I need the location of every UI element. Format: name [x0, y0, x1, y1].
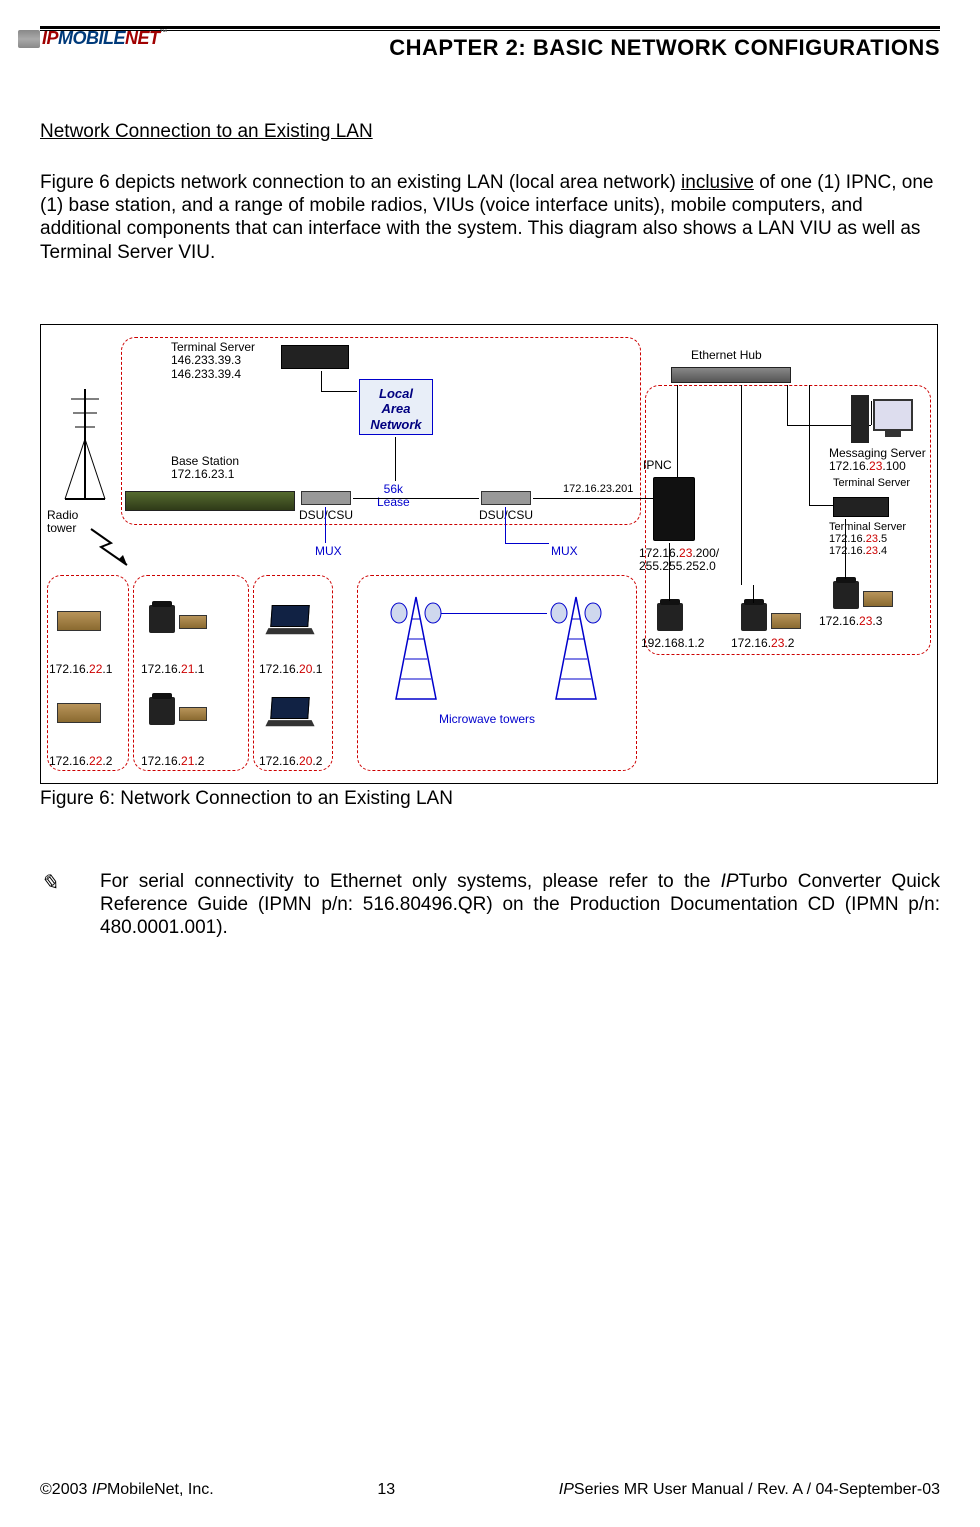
header-rule-thick	[40, 26, 940, 29]
messaging-server-tower	[851, 395, 869, 443]
microwave-line	[441, 613, 547, 614]
logo-tm: ™	[160, 28, 168, 37]
mux-line-right-h	[505, 543, 549, 544]
radio-tower-label: Radio tower	[47, 509, 78, 537]
note-pre: For serial connectivity to Ethernet only…	[100, 871, 721, 892]
mobile-r1c2-label: 172.16.21.1	[141, 663, 204, 677]
logo: IPMOBILENET™	[18, 28, 167, 49]
hub-wire-2	[741, 385, 742, 585]
lan-box: Local Area Network	[359, 379, 433, 435]
mobile-r1c2-phone	[149, 605, 175, 633]
pencil-icon: ✎	[40, 870, 100, 940]
mobile-r2c2-phone	[149, 697, 175, 725]
terminal-server-right-label-2: Terminal Server	[833, 477, 910, 490]
lightning-icon	[87, 525, 147, 575]
mobile-r2c3-laptop	[267, 697, 313, 727]
dsu-right	[481, 491, 531, 505]
dsu-left-label: DSU/CSU	[299, 509, 353, 523]
base-station-label: Base Station 172.16.23.1	[171, 455, 239, 483]
footer-left-italic: IP	[92, 1481, 107, 1498]
mux-line-left	[325, 507, 326, 543]
mux-line-right	[505, 507, 506, 543]
hub-wire-4	[809, 385, 810, 505]
hub-wire-3	[787, 385, 788, 425]
mobile-r2c3-label: 172.16.20.2	[259, 755, 322, 769]
mobile-r1c3-label: 172.16.20.1	[259, 663, 322, 677]
para-pre: Figure 6 depicts network connection to a…	[40, 172, 681, 193]
phone-mid-line	[753, 585, 754, 603]
footer-left-rest: MobileNet, Inc.	[107, 1481, 214, 1498]
intro-paragraph: Figure 6 depicts network connection to a…	[40, 171, 940, 264]
footer-right-italic: IP	[559, 1481, 574, 1498]
microwave-label: Microwave towers	[439, 713, 535, 727]
ts-to-lan-line-h	[321, 391, 357, 392]
phone-mid-label: 172.16.23.2	[731, 637, 794, 651]
chapter-title: CHAPTER 2: BASIC NETWORK CONFIGURATIONS	[40, 35, 940, 61]
logo-prefix: IP	[42, 28, 58, 48]
dsu-left	[301, 491, 351, 505]
radio-tower-icon	[55, 389, 115, 509]
microwave-tower-right	[541, 589, 611, 709]
ts-to-lan-line	[321, 371, 322, 391]
lease-line	[353, 498, 479, 499]
ipnc-device	[653, 477, 695, 541]
mobile-r2c1-device	[57, 703, 101, 723]
dsu-right-label: DSU/CSU	[479, 509, 533, 523]
phone-mid-radio	[771, 613, 801, 629]
phone-right-label: 172.16.23.3	[819, 615, 882, 629]
page-footer: ©2003 IPMobileNet, Inc. 13 IPSeries MR U…	[40, 1481, 940, 1499]
base-station-device	[125, 491, 295, 511]
footer-right-rest: Series MR User Manual / Rev. A / 04-Sept…	[574, 1481, 940, 1498]
phone-left-line	[669, 543, 670, 601]
mobile-r2c2-label: 172.16.21.2	[141, 755, 204, 769]
note-text: For serial connectivity to Ethernet only…	[100, 870, 940, 940]
mobile-r2c1-label: 172.16.22.2	[49, 755, 112, 769]
hub-wire-1	[677, 385, 678, 477]
ethernet-hub-device	[671, 367, 791, 383]
footer-right: IPSeries MR User Manual / Rev. A / 04-Se…	[559, 1481, 940, 1499]
mobile-r1c3-laptop	[267, 605, 313, 635]
header-rule-thin	[40, 30, 940, 31]
logo-icon	[18, 30, 40, 48]
ethernet-hub-label: Ethernet Hub	[691, 349, 762, 363]
section-heading: Network Connection to an Existing LAN	[40, 121, 940, 143]
figure-6-diagram: Terminal Server 146.233.39.3 146.233.39.…	[40, 324, 938, 784]
phone-right	[833, 581, 859, 609]
dsu-to-ipnc-line	[533, 498, 653, 499]
phone-left	[657, 603, 683, 631]
phone-right-radio	[863, 591, 893, 607]
figure-caption: Figure 6: Network Connection to an Exist…	[40, 788, 940, 810]
lease-label: 56k Lease	[377, 483, 410, 511]
terminal-server-right-label: Terminal Server172.16.23.5172.16.23.4	[829, 521, 906, 557]
ipnc-ip-above-label: 172.16.23.201	[563, 483, 633, 496]
messaging-server-label: Messaging Server172.16.23.100	[829, 447, 926, 475]
para-underline: inclusive	[681, 172, 754, 193]
note-italic: IP	[721, 871, 739, 892]
phone-mid	[741, 603, 767, 631]
mux-left-label: MUX	[315, 545, 342, 559]
terminal-server-top-label: Terminal Server 146.233.39.3 146.233.39.…	[171, 341, 255, 382]
footer-copyright: ©2003	[40, 1481, 92, 1498]
mobile-r1c1-label: 172.16.22.1	[49, 663, 112, 677]
note-block: ✎ For serial connectivity to Ethernet on…	[40, 870, 940, 940]
hub-wire-4h	[809, 505, 833, 506]
footer-page-number: 13	[377, 1481, 395, 1499]
phone-right-line	[845, 519, 846, 579]
terminal-server-device-top	[281, 345, 349, 369]
messaging-server-monitor	[873, 399, 913, 431]
mobile-r1c2-radio	[179, 615, 207, 629]
logo-mid: MOBILE	[58, 28, 125, 48]
microwave-tower-left	[381, 589, 451, 709]
phone-left-label: 192.168.1.2	[641, 637, 704, 651]
footer-left: ©2003 IPMobileNet, Inc.	[40, 1481, 214, 1499]
logo-suffix: NET	[125, 28, 160, 48]
mobile-r2c2-radio	[179, 707, 207, 721]
ipnc-title-label: IPNC	[643, 459, 672, 473]
ipnc-ip-below-label: 172.16.23.200/255.255.252.0	[639, 547, 719, 575]
mux-right-label: MUX	[551, 545, 578, 559]
lan-to-dsu-line	[395, 437, 396, 481]
mobile-r1c1-device	[57, 611, 101, 631]
hub-wire-3v	[871, 401, 872, 425]
terminal-server-device-right	[833, 497, 889, 517]
